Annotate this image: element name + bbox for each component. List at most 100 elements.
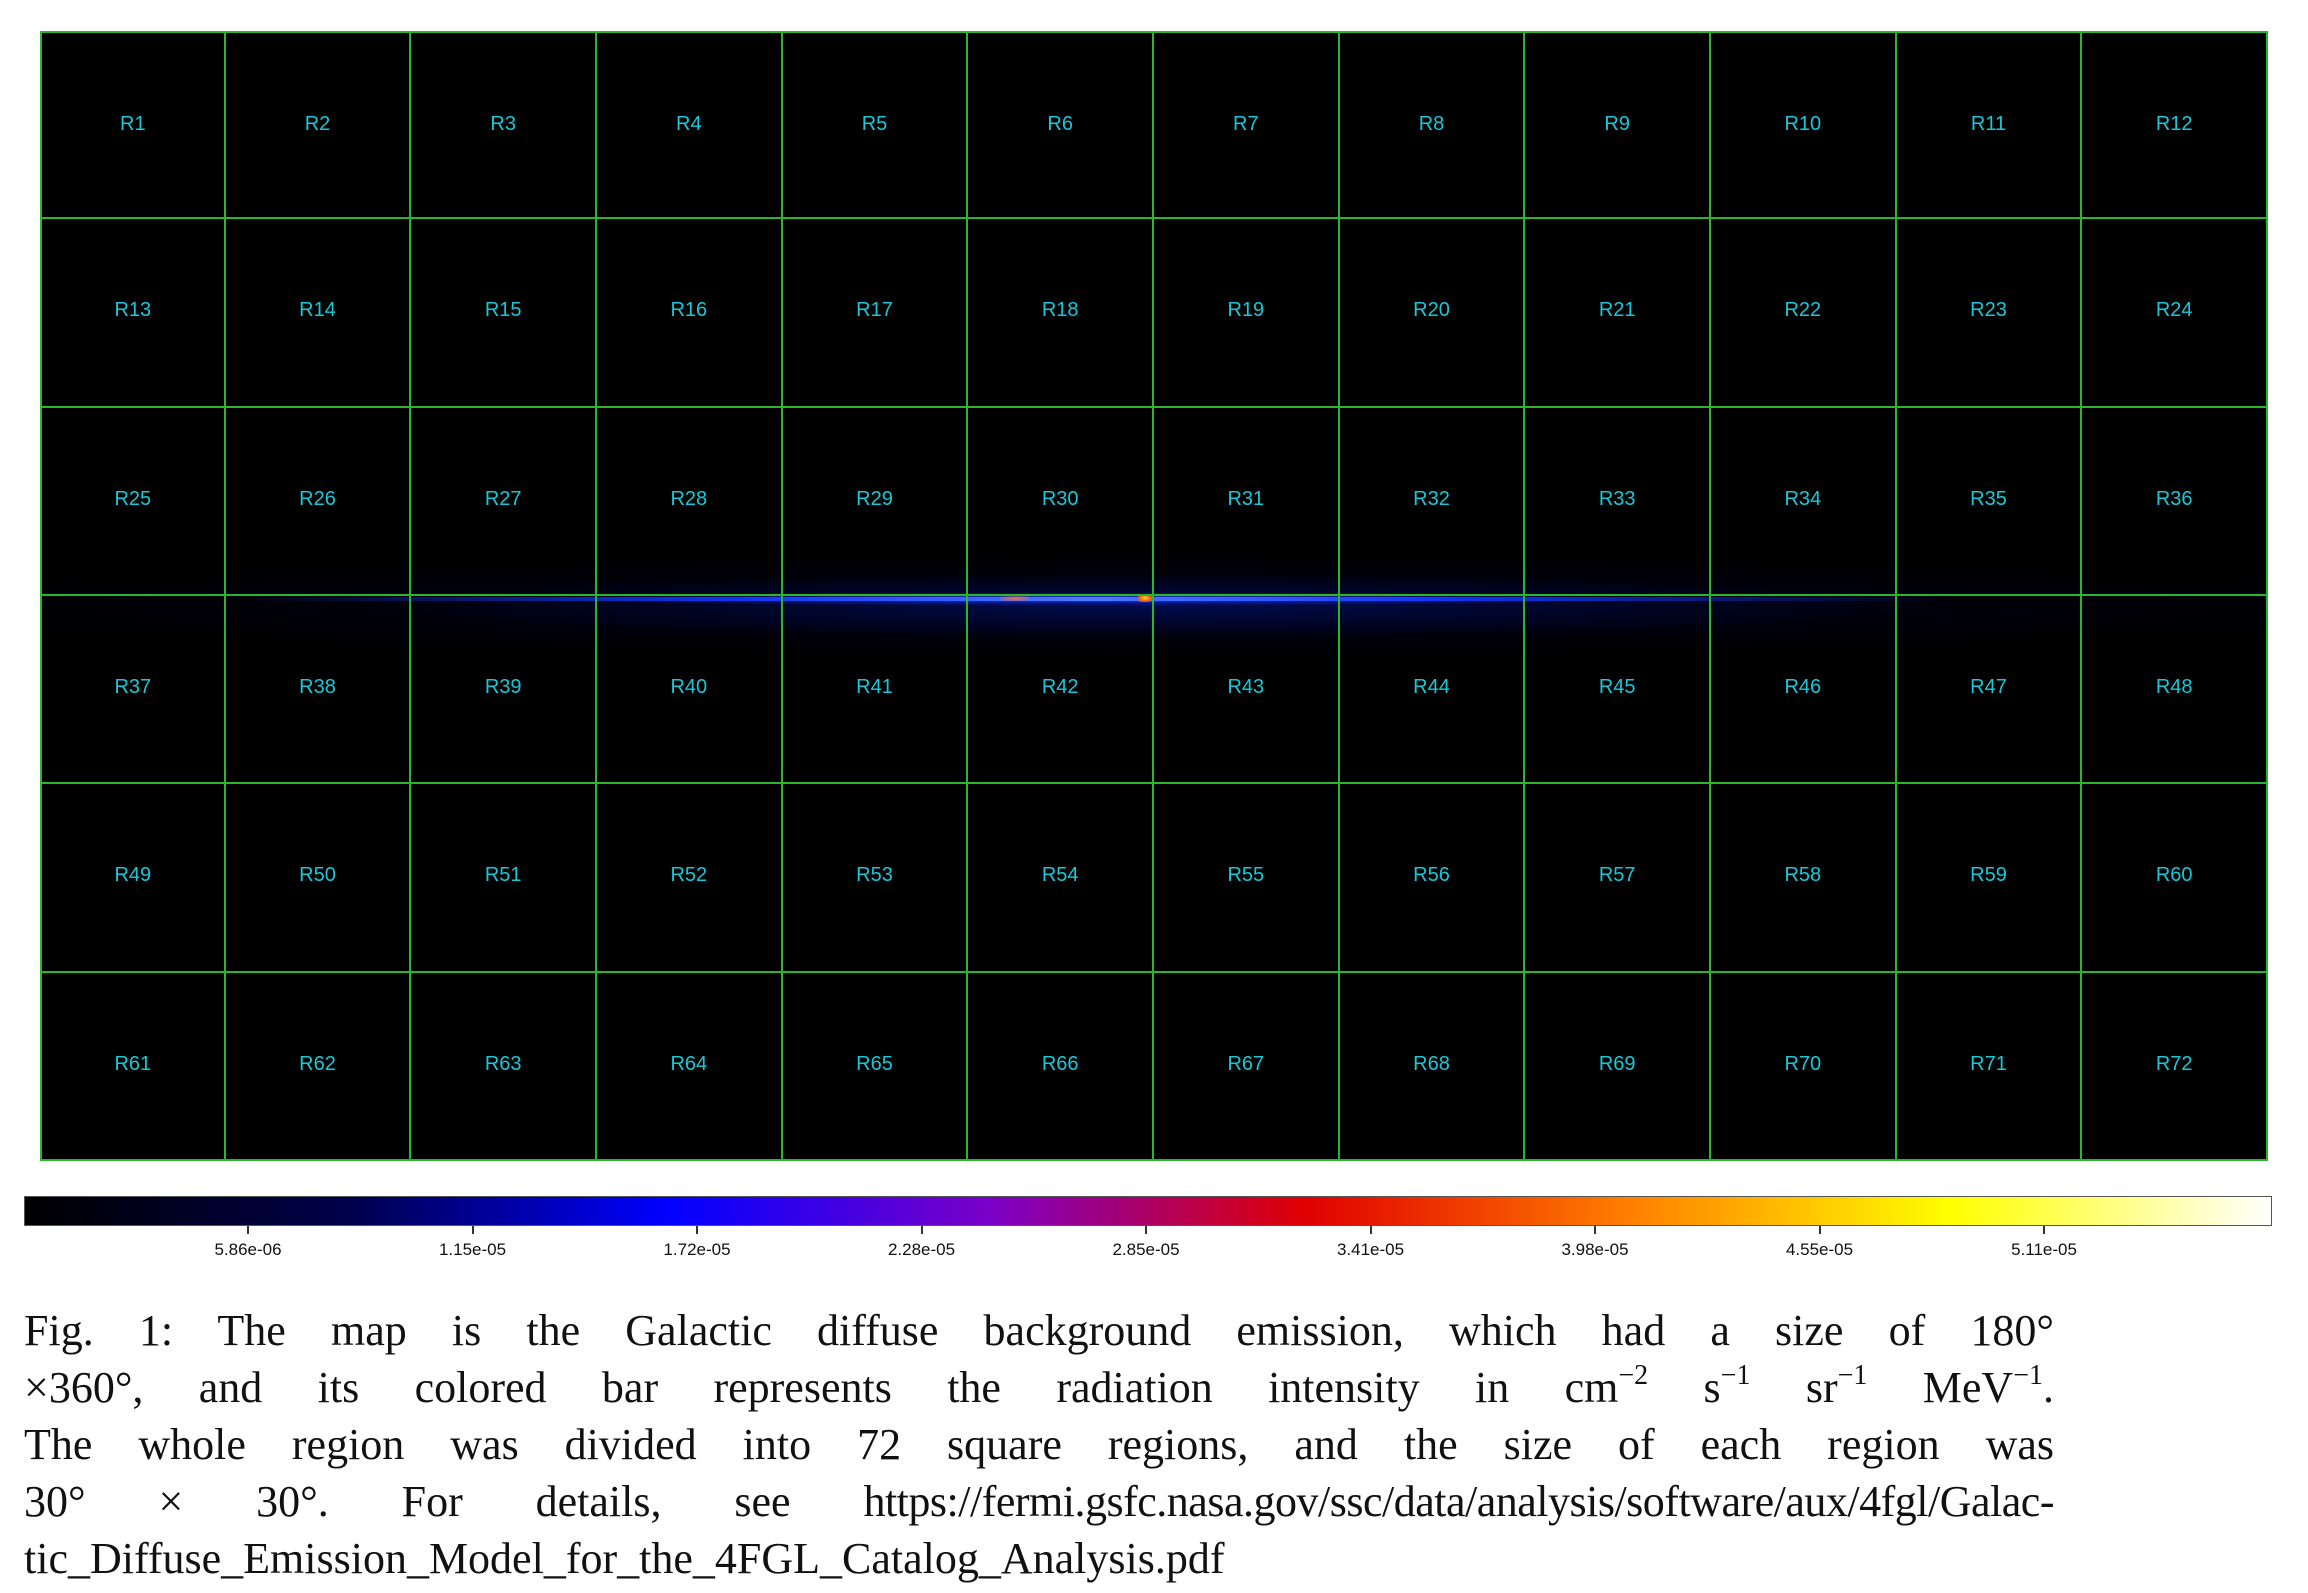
region-label: R8	[1418, 113, 1445, 135]
region-cell: R30	[968, 407, 1154, 596]
region-cell: R14	[225, 219, 412, 408]
region-cell: R26	[225, 407, 412, 596]
region-label: R12	[2155, 113, 2193, 135]
region-label: R13	[114, 299, 152, 322]
region-label: R41	[856, 675, 893, 698]
region-cell: R39	[411, 595, 597, 785]
region-label: R10	[1784, 113, 1822, 135]
region-label: R57	[1598, 864, 1636, 887]
region-label: R29	[856, 487, 893, 510]
region-label: R28	[670, 487, 708, 510]
region-cell: R60	[2082, 784, 2268, 973]
region-label: R46	[1784, 675, 1822, 698]
caption-text: ×360°, and its colored bar represents th…	[24, 1363, 1619, 1412]
region-label: R4	[676, 113, 702, 135]
region-cell: R40	[597, 595, 783, 785]
region-cell: R22	[1711, 219, 1897, 408]
caption-exponent: −1	[1720, 1360, 1751, 1391]
region-cell: R4	[597, 31, 783, 220]
region-cell: R44	[1339, 595, 1526, 785]
region-cell: R1	[40, 31, 226, 220]
region-cell: R18	[968, 219, 1154, 408]
region-label: R45	[1598, 675, 1636, 698]
colorbar-tick-label: 2.28e-05	[887, 1240, 956, 1259]
region-cell: R69	[1525, 972, 1711, 1161]
region-label: R32	[1413, 487, 1450, 510]
region-label: R58	[1784, 864, 1822, 887]
region-label: R49	[114, 864, 152, 887]
region-grid: R1 R2 R3 R4 R5 R6 R7 R8 R9 R10 R11 R12 R13 R14 R15 R16 R…	[40, 31, 2268, 1161]
region-label: R7	[1233, 113, 1259, 135]
region-label: R67	[1227, 1052, 1265, 1075]
region-label: R69	[1598, 1052, 1636, 1075]
region-cell: R34	[1711, 407, 1897, 596]
region-cell: R31	[1154, 407, 1340, 596]
region-cell: R3	[411, 31, 597, 220]
region-cell: R46	[1711, 595, 1897, 785]
region-cell: R70	[1711, 972, 1897, 1161]
region-label: R60	[2155, 864, 2193, 887]
region-cell: R63	[411, 972, 597, 1161]
region-cell: R17	[782, 219, 969, 408]
colorbar-tick	[1594, 1226, 1596, 1234]
region-label: R35	[1970, 487, 2007, 510]
region-label: R21	[1598, 299, 1636, 322]
colorbar-tick-label: 1.15e-05	[438, 1240, 507, 1259]
region-cell: R45	[1525, 595, 1711, 785]
region-cell: R10	[1711, 31, 1897, 220]
region-label: R11	[1970, 113, 2007, 135]
region-label: R62	[299, 1052, 336, 1075]
colorbar-tick-label: 5.86e-06	[214, 1240, 282, 1259]
region-cell: R62	[225, 972, 412, 1161]
region-cell: R16	[597, 219, 783, 408]
region-cell: R47	[1896, 595, 2083, 785]
region-label: R51	[484, 864, 522, 887]
region-cell: R67	[1154, 972, 1340, 1161]
region-cell: R12	[2082, 31, 2268, 220]
region-label: R33	[1598, 487, 1636, 510]
region-label: R64	[670, 1052, 708, 1075]
region-cell: R53	[782, 784, 969, 973]
intensity-colorbar	[24, 1196, 2272, 1226]
region-label: R18	[1041, 299, 1079, 322]
region-label: R72	[2155, 1052, 2193, 1075]
region-cell: R21	[1525, 219, 1711, 408]
colorbar-tick	[2043, 1226, 2045, 1234]
caption-line-3: The whole region was divided into 72 squ…	[24, 1420, 2054, 1469]
region-cell: R23	[1896, 219, 2083, 408]
region-label: R39	[484, 675, 522, 698]
region-cell: R32	[1339, 407, 1526, 596]
region-cell: R64	[597, 972, 783, 1161]
region-label: R2	[304, 113, 331, 135]
region-label: R42	[1041, 675, 1079, 698]
region-cell: R51	[411, 784, 597, 973]
region-label: R59	[1970, 864, 2007, 887]
colorbar-tick-label: 2.85e-05	[1112, 1240, 1180, 1259]
region-cell: R65	[782, 972, 969, 1161]
region-label: R15	[484, 299, 522, 322]
region-label: R26	[299, 487, 336, 510]
colorbar-tick	[920, 1226, 923, 1234]
caption-exponent: −2	[1618, 1360, 1649, 1391]
region-label: R22	[1784, 299, 1822, 322]
region-cell: R38	[225, 595, 412, 785]
caption-url[interactable]: https://fermi.gsfc.nasa.gov/ssc/data/ana…	[863, 1477, 2054, 1526]
region-cell: R71	[1896, 972, 2083, 1161]
colorbar-tick-label: 3.41e-05	[1336, 1240, 1405, 1259]
region-label: R14	[299, 299, 336, 322]
region-label: R6	[1047, 113, 1073, 135]
region-label: R25	[114, 487, 152, 510]
region-cell: R37	[40, 595, 226, 785]
region-label: R47	[1970, 675, 2007, 698]
region-label: R66	[1041, 1052, 1079, 1075]
region-label: R54	[1041, 864, 1079, 887]
caption-line-5[interactable]: tic_Diffuse_Emission_Model_for_the_4FGL_…	[24, 1534, 1225, 1583]
region-cell: R28	[597, 407, 783, 596]
region-cell: R72	[2082, 972, 2268, 1161]
region-label: R50	[299, 864, 336, 887]
region-label: R19	[1227, 299, 1265, 322]
region-cell: R5	[782, 31, 969, 220]
region-cell: R35	[1896, 407, 2083, 596]
region-cell: R49	[40, 784, 226, 973]
colorbar-tick	[696, 1226, 698, 1234]
